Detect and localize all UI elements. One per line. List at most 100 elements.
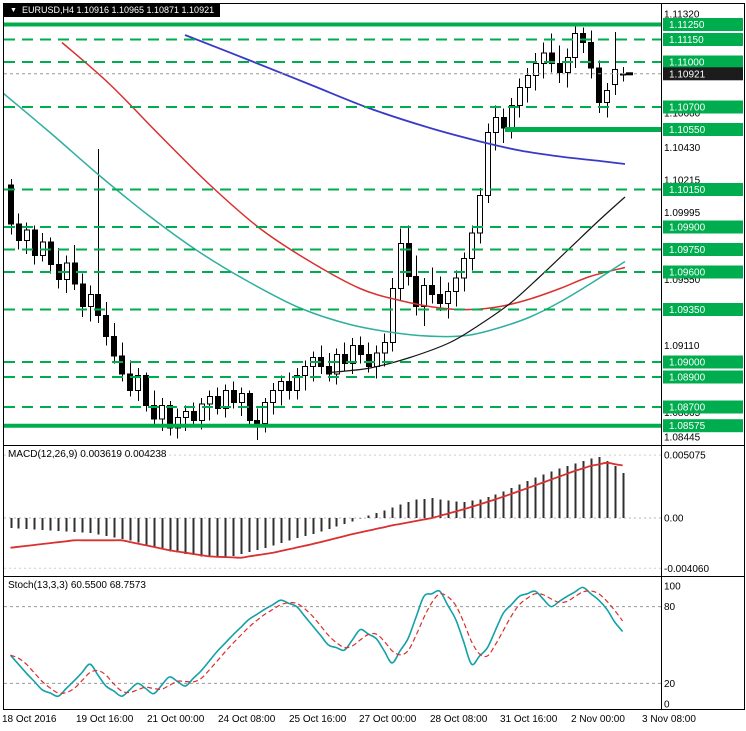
macd-signal-line [10, 461, 623, 559]
candle [247, 390, 253, 427]
svg-text:1.09900: 1.09900 [669, 223, 706, 234]
svg-text:1.08700: 1.08700 [669, 403, 706, 414]
price-level-badge: 1.11000 [663, 55, 743, 69]
candle [231, 381, 237, 409]
macd-label: MACD(12,26,9) 0.003619 0.004238 [8, 449, 167, 460]
chart-title-bar: ▼ EURUSD,H4 1.10916 1.10965 1.10871 1.10… [4, 4, 221, 17]
candle [525, 68, 531, 103]
svg-text:1.09600: 1.09600 [669, 268, 706, 279]
candle [366, 342, 372, 373]
panel-border [3, 3, 745, 710]
candle [318, 345, 324, 374]
candle [374, 345, 380, 379]
candle [223, 384, 229, 418]
candle [32, 225, 38, 265]
stoch-axis-tick: 100 [664, 582, 681, 593]
y-axis-tick: 1.10215 [664, 175, 701, 186]
candle [16, 213, 22, 250]
candle [406, 225, 412, 286]
x-axis-label: 3 Nov 08:00 [642, 714, 696, 725]
candle [40, 233, 46, 262]
candle [493, 105, 499, 151]
macd-axis-tick: 0.005075 [664, 451, 706, 462]
price-level-badge: 1.08900 [663, 370, 743, 384]
y-axis-tick: 1.09995 [664, 208, 701, 219]
candle [358, 336, 364, 364]
price-level-badge: 1.10550 [663, 123, 743, 136]
price-level-badge: 1.11150 [663, 33, 743, 46]
candle [469, 225, 475, 271]
candle [239, 387, 245, 416]
y-axis-tick: 1.10430 [664, 143, 701, 154]
price-level-badge: 1.10700 [663, 100, 743, 114]
y-axis-tick: 1.09110 [664, 341, 700, 352]
candle [485, 123, 491, 203]
stoch-axis-tick: 20 [664, 679, 676, 690]
symbol-dropdown-icon[interactable]: ▼ [10, 7, 17, 14]
svg-text:1.11150: 1.11150 [669, 35, 704, 46]
price-level-badge: 1.09350 [663, 303, 743, 316]
candle [445, 282, 451, 319]
last-price-tick [626, 72, 633, 76]
candle [557, 45, 563, 83]
candle [437, 276, 443, 311]
svg-text:1.08900: 1.08900 [669, 373, 706, 384]
x-axis-label: 28 Oct 08:00 [430, 714, 488, 725]
x-axis-label: 18 Oct 2016 [2, 714, 57, 725]
svg-text:1.10700: 1.10700 [669, 103, 706, 114]
candle [294, 368, 300, 400]
candle [286, 372, 292, 400]
candle [215, 387, 221, 415]
y-axis-tick: 1.10660 [664, 109, 701, 120]
price-level-badge: 1.10150 [663, 183, 743, 196]
x-axis-label: 24 Oct 08:00 [218, 714, 276, 725]
candle [413, 255, 419, 316]
stoch-axis-tick: 80 [664, 602, 676, 613]
svg-text:1.11250: 1.11250 [669, 20, 705, 31]
candle [612, 32, 618, 95]
y-axis-tick: 1.08445 [664, 433, 701, 444]
current-price-badge: 1.10921 [663, 67, 743, 81]
x-axis-label: 27 Oct 00:00 [359, 714, 417, 725]
stoch-axis-tick: 0 [664, 700, 670, 711]
candle [8, 179, 14, 235]
candle [278, 375, 284, 406]
y-axis-tick: 1.09550 [664, 275, 701, 286]
chart-title: EURUSD,H4 1.10916 1.10965 1.10871 1.1092… [21, 5, 215, 15]
candle [175, 408, 181, 439]
svg-text:1.10550: 1.10550 [669, 125, 706, 136]
svg-text:1.10150: 1.10150 [669, 185, 706, 196]
candle [342, 342, 348, 371]
candle [111, 323, 117, 364]
candle [270, 383, 276, 415]
candle [72, 245, 78, 290]
candle [517, 78, 523, 118]
x-axis-label: 31 Oct 16:00 [500, 714, 558, 725]
candle [572, 24, 578, 68]
candle [453, 270, 459, 307]
svg-text:1.10921: 1.10921 [669, 69, 706, 80]
ma-blue-line [184, 34, 626, 165]
candle [103, 302, 109, 346]
candle [143, 372, 149, 412]
price-level-badge: 1.09000 [663, 355, 743, 369]
candle [588, 30, 594, 79]
svg-text:1.08575: 1.08575 [669, 421, 706, 432]
candle [350, 338, 356, 374]
candle [429, 267, 435, 304]
candle [390, 278, 396, 352]
candle [398, 228, 404, 301]
x-axis-label: 19 Oct 16:00 [76, 714, 134, 725]
candle [541, 42, 547, 79]
stoch-k-line [9, 586, 624, 698]
x-axis-label: 21 Oct 00:00 [147, 714, 205, 725]
candle [334, 348, 340, 385]
candle [565, 48, 571, 88]
stoch-d-line [10, 590, 624, 694]
price-level-badge: 1.08700 [663, 400, 743, 414]
candle [604, 83, 610, 118]
svg-text:1.09000: 1.09000 [669, 358, 706, 369]
macd-axis-tick: -0.004060 [664, 564, 709, 575]
